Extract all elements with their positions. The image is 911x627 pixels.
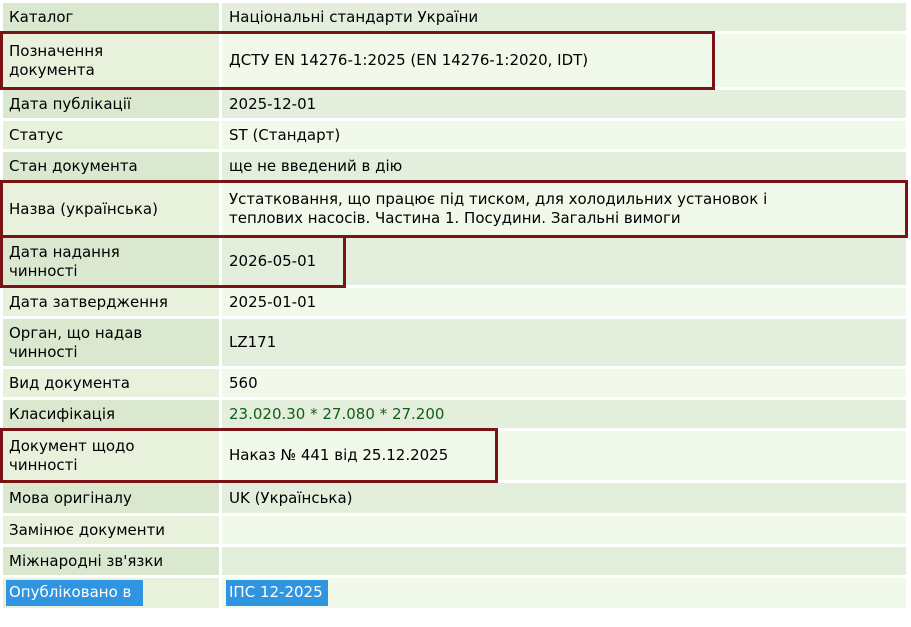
value-text: 2025-12-01: [229, 94, 317, 113]
field-label-international-relations: Міжнародні зв'язки: [3, 547, 219, 575]
value-text: 2026-05-01: [229, 252, 317, 270]
field-label-original-language: Мова оригіналу: [3, 483, 219, 513]
field-label-approval-date: Дата затвердження: [3, 288, 219, 316]
row-catalog: Каталог Національні стандарти України: [3, 3, 906, 31]
value-text: ДСТУ EN 14276-1:2025 (EN 14276-1:2020, I…: [229, 51, 589, 69]
field-value-status: ST (Стандарт): [222, 121, 906, 149]
field-value-document-kind: 560: [222, 369, 906, 397]
field-label-granting-authority: Орган, що надав чинності: [3, 319, 219, 366]
field-value-validity-document: Наказ № 441 від 25.12.2025: [222, 431, 906, 480]
value-text: ще не введений в дію: [229, 156, 403, 175]
field-label-document-kind: Вид документа: [3, 369, 219, 397]
field-label-publication-date: Дата публікації: [3, 90, 219, 118]
field-value-catalog: Національні стандарти України: [222, 3, 906, 31]
label-text: Каталог: [9, 7, 74, 26]
label-text: Дата затвердження: [9, 292, 168, 311]
field-value-document-state: ще не введений в дію: [222, 152, 906, 180]
field-label-replaces-documents: Замінює документи: [3, 516, 219, 544]
field-label-status: Статус: [3, 121, 219, 149]
field-value-published-in: ІПС 12-2025: [222, 578, 906, 608]
label-text: Орган, що надав чинності: [9, 323, 143, 361]
value-text: UK (Українська): [229, 488, 353, 507]
label-text: Класифікація: [9, 404, 116, 423]
value-text: 560: [229, 373, 258, 392]
classification-separator: *: [374, 404, 392, 423]
row-publication-date: Дата публікації 2025-12-01: [3, 90, 906, 118]
field-value-designation: ДСТУ EN 14276-1:2025 (EN 14276-1:2020, I…: [222, 34, 906, 87]
field-label-document-state: Стан документа: [3, 152, 219, 180]
field-label-designation: Позначення документа: [3, 34, 219, 87]
classification-link[interactable]: 27.080: [322, 404, 375, 423]
label-text: Назва (українська): [9, 199, 158, 218]
row-document-state: Стан документа ще не введений в дію: [3, 152, 906, 180]
field-value-classification: 23.020.30 * 27.080 * 27.200: [222, 400, 906, 428]
field-value-replaces-documents: [222, 516, 906, 544]
row-validity-document: Документ щодо чинності Наказ № 441 від 2…: [3, 431, 906, 480]
label-text: Міжнародні зв'язки: [9, 551, 164, 570]
value-text: Устатковання, що працює під тиском, для …: [229, 190, 768, 227]
value-text: ST (Стандарт): [229, 125, 341, 144]
field-value-publication-date: 2025-12-01: [222, 90, 906, 118]
label-text: Позначення документа: [9, 41, 104, 79]
classification-separator: *: [305, 404, 323, 423]
classification-link[interactable]: 23.020.30: [229, 404, 306, 423]
label-text: Дата публікації: [9, 94, 132, 113]
field-label-catalog: Каталог: [3, 3, 219, 31]
document-properties-table: Каталог Національні стандарти України По…: [3, 3, 906, 608]
field-value-effective-date: 2026-05-01: [222, 238, 906, 285]
label-text: Дата надання чинності: [9, 242, 120, 280]
row-status: Статус ST (Стандарт): [3, 121, 906, 149]
classification-link[interactable]: 27.200: [391, 404, 445, 423]
row-designation: Позначення документа ДСТУ EN 14276-1:202…: [3, 34, 906, 87]
label-text: Вид документа: [9, 373, 130, 392]
row-document-kind: Вид документа 560: [3, 369, 906, 397]
row-effective-date: Дата надання чинності 2026-05-01: [3, 238, 906, 285]
row-title-ukrainian: Назва (українська) Устатковання, що прац…: [3, 183, 906, 235]
row-international-relations: Міжнародні зв'язки: [3, 547, 906, 575]
field-label-classification: Класифікація: [3, 400, 219, 428]
row-classification: Класифікація 23.020.30 * 27.080 * 27.200: [3, 400, 906, 428]
value-text: Наказ № 441 від 25.12.2025: [229, 446, 449, 464]
field-value-approval-date: 2025-01-01: [222, 288, 906, 316]
selected-label-text: Опубліковано в: [6, 580, 144, 606]
value-text: LZ171: [229, 333, 277, 351]
field-value-title-ukrainian: Устатковання, що працює під тиском, для …: [222, 183, 906, 235]
row-approval-date: Дата затвердження 2025-01-01: [3, 288, 906, 316]
field-label-validity-document: Документ щодо чинності: [3, 431, 219, 480]
label-text: Стан документа: [9, 156, 138, 175]
selected-value-text: ІПС 12-2025: [226, 580, 328, 606]
field-label-published-in: Опубліковано в: [3, 578, 219, 608]
label-text: Замінює документи: [9, 520, 166, 539]
field-value-international-relations: [222, 547, 906, 575]
field-value-original-language: UK (Українська): [222, 483, 906, 513]
row-original-language: Мова оригіналу UK (Українська): [3, 483, 906, 513]
label-text: Документ щодо чинності: [9, 436, 135, 474]
field-label-effective-date: Дата надання чинності: [3, 238, 219, 285]
value-text: 2025-01-01: [229, 292, 317, 311]
row-granting-authority: Орган, що надав чинності LZ171: [3, 319, 906, 366]
row-replaces-documents: Замінює документи: [3, 516, 906, 544]
label-text: Мова оригіналу: [9, 488, 132, 507]
field-value-granting-authority: LZ171: [222, 319, 906, 366]
label-text: Статус: [9, 125, 64, 144]
field-label-title-ukrainian: Назва (українська): [3, 183, 219, 235]
row-published-in: Опубліковано в ІПС 12-2025: [3, 578, 906, 608]
value-text: Національні стандарти України: [229, 7, 479, 26]
